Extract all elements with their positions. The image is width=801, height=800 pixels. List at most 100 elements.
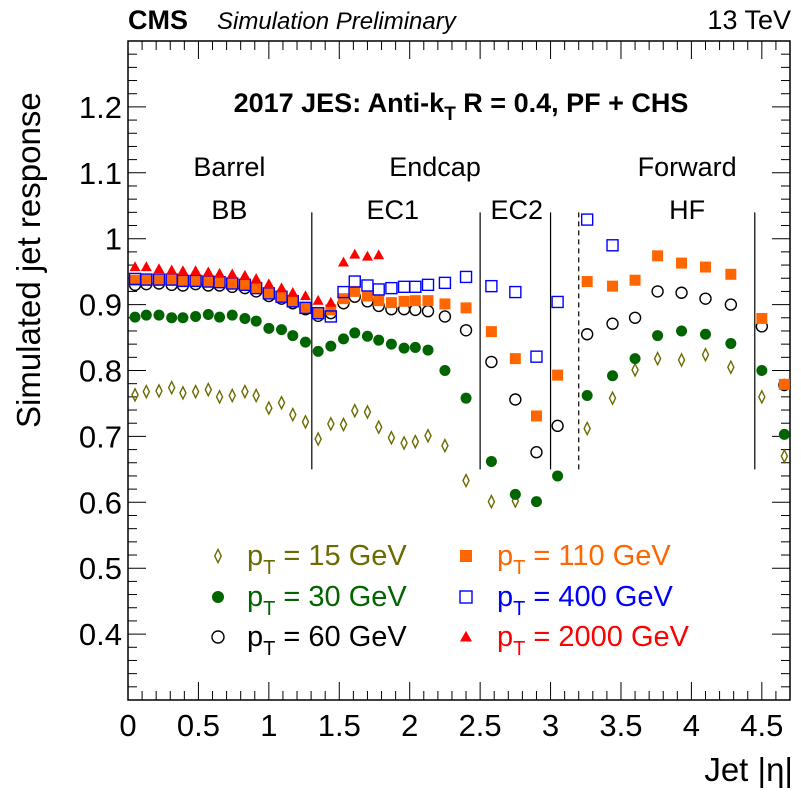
data-point [152,273,166,286]
data-point [699,328,711,340]
data-point [374,419,383,435]
data-point [338,333,350,345]
data-point [153,263,165,274]
data-point [202,276,214,288]
data-point [167,380,176,396]
data-point [385,338,397,350]
region-boundaries [311,212,756,470]
data-point [424,428,432,444]
data-point [552,470,564,482]
data-point [724,298,738,311]
legend-entry: pT = 400 GeV [459,581,674,620]
data-point [190,275,202,287]
y-axis-label: Simulated jet response [10,92,47,428]
data-point [485,279,498,293]
data-point [202,266,214,277]
data-point [214,267,226,278]
data-point [263,278,275,289]
data-point [299,301,312,315]
data-point [177,265,189,276]
data-point [581,390,593,402]
data-point [580,213,594,226]
data-point [325,304,337,316]
data-point [725,268,737,280]
data-point [287,295,299,307]
data-point [652,330,664,342]
data-point [153,274,165,286]
data-point [651,285,664,298]
data-point [140,273,153,286]
x-tick-label: 3 [542,708,559,743]
data-point [276,324,288,336]
data-point [629,353,641,365]
data-point [226,268,238,279]
data-point [676,325,688,337]
data-point [361,290,373,302]
data-point [327,416,335,432]
data-point [459,270,473,284]
data-point [409,280,422,294]
chart-title: 2017 JES: Anti-kT R = 0.4, PF + CHS [234,88,689,125]
data-point [551,295,564,309]
legend-entry: pT = 60 GeV [211,621,407,660]
data-point [652,250,664,262]
data-point [325,296,337,307]
series-5 [129,248,385,307]
data-point [398,342,410,354]
status-label: Simulation Preliminary [217,8,458,35]
legend-marker [213,547,223,565]
data-point [204,381,213,398]
data-point [338,256,350,267]
data-point [756,365,768,376]
data-point [153,309,165,321]
y-tick-label: 1.1 [79,156,122,191]
x-tick-label: 4.5 [740,708,783,743]
data-point [179,385,187,401]
data-point [337,285,350,299]
data-point [276,282,288,293]
data-point [606,317,619,330]
data-point [166,274,178,286]
legend-label: pT = 400 GeV [497,581,674,620]
chart-title-sub: T [444,104,456,125]
data-point [422,295,434,307]
data-point [725,337,737,349]
data-point [131,387,139,403]
x-tick-label: 2 [401,708,418,743]
data-point [252,387,260,404]
data-point [349,248,361,259]
data-point [628,311,642,324]
data-point [339,416,348,433]
data-points [128,213,791,510]
data-point [583,420,591,437]
data-point [373,334,385,346]
data-point [288,407,297,423]
data-point [438,276,452,290]
legend-entry: pT = 110 GeV [460,540,671,579]
legend-label: pT = 15 GeV [247,540,407,579]
data-point [265,400,273,416]
region-label: Forward [638,152,737,182]
x-tick-label: 2.5 [459,708,502,743]
data-point [778,378,790,390]
data-point [202,308,214,320]
data-point [263,322,275,334]
data-point [301,414,310,430]
data-point [361,279,374,292]
data-point [699,261,711,273]
data-point [226,309,238,321]
data-point [166,264,178,275]
data-point [311,306,325,320]
data-point [338,293,350,305]
data-point [176,274,190,288]
data-point [778,428,790,440]
data-point [606,239,619,252]
data-point [608,390,617,406]
data-point [509,353,521,365]
data-point [459,324,473,337]
chart-title-main: 2017 JES: Anti-k [234,88,446,118]
x-tick-label: 1.5 [318,708,361,743]
region-label: Endcap [389,152,481,182]
